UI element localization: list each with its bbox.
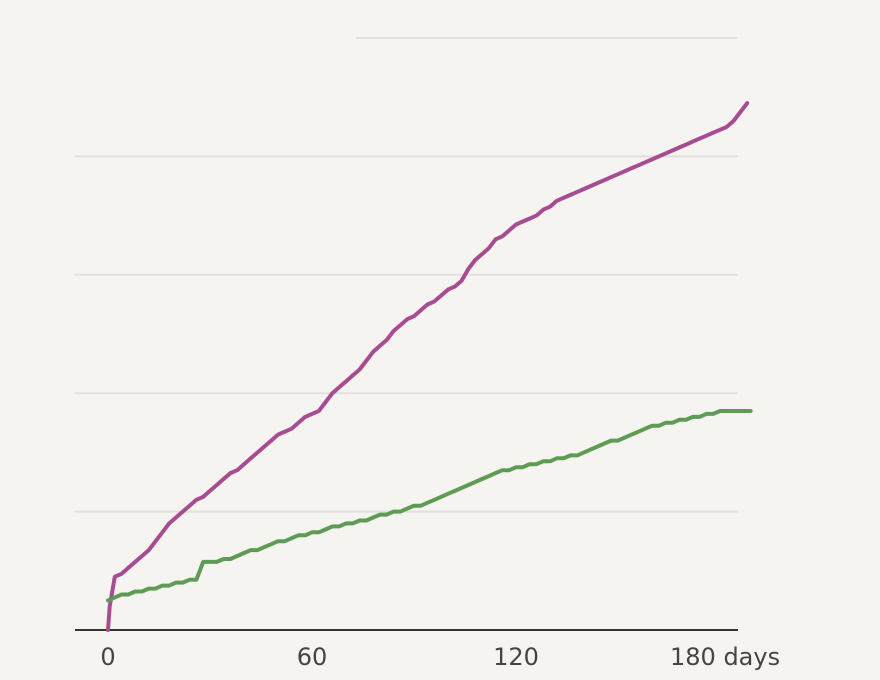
x-tick-label-60: 60: [297, 643, 328, 671]
x-tick-labels: 0 60 120 180 days: [100, 643, 780, 671]
gridlines: [75, 37, 738, 513]
x-tick-label-0: 0: [100, 643, 115, 671]
series-lines: [106, 101, 753, 632]
series-line-1: [106, 101, 750, 632]
x-tick-label-120: 120: [493, 643, 539, 671]
series-line-2: [106, 409, 753, 603]
x-tick-label-180: 180 days: [670, 643, 780, 671]
